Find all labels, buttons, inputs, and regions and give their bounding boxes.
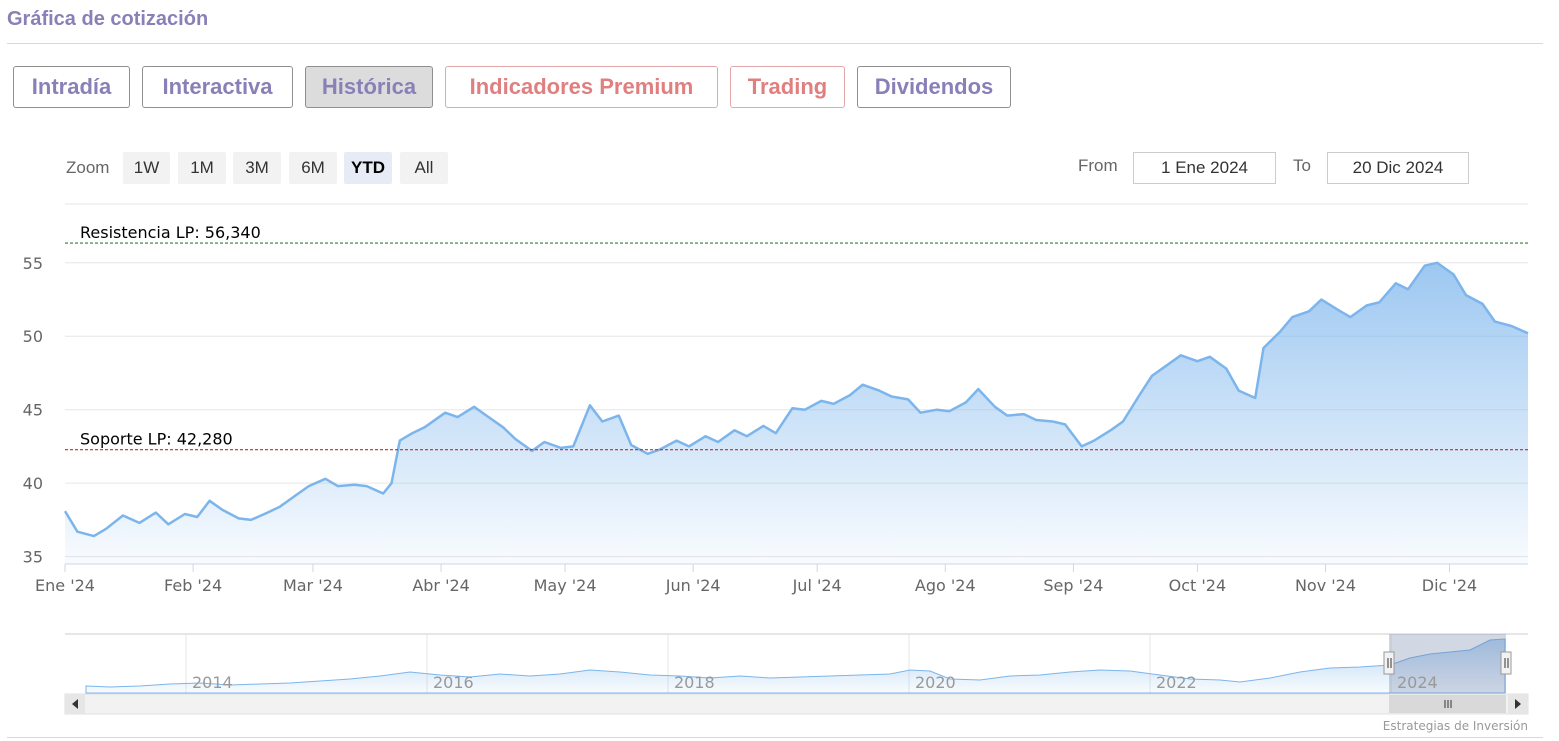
- zoom-label: Zoom: [66, 158, 110, 177]
- tab-historica[interactable]: Histórica: [305, 66, 433, 108]
- resistance-label: Resistencia LP: 56,340: [80, 223, 261, 242]
- x-tick-label: Mar '24: [283, 576, 343, 595]
- navigator-tick-label: 2022: [1156, 673, 1197, 692]
- scrollbar-thumb[interactable]: [1389, 695, 1506, 713]
- x-tick-label: Ene '24: [35, 576, 95, 595]
- navigator-tick-label: 2020: [915, 673, 956, 692]
- page-title: Gráfica de cotización: [7, 8, 209, 30]
- navigator-tick-label: 2018: [674, 673, 715, 692]
- tab-indicadores-premium[interactable]: Indicadores Premium: [445, 66, 718, 108]
- scrollbar[interactable]: [64, 693, 1529, 715]
- x-tick-label: Jun '24: [665, 576, 721, 595]
- support-label: Soporte LP: 42,280: [80, 430, 233, 449]
- navigator-right-handle[interactable]: [1500, 651, 1512, 675]
- x-tick-label: Dic '24: [1422, 576, 1477, 595]
- to-date-input[interactable]: 20 Dic 2024: [1327, 152, 1469, 184]
- zoom-3m-button[interactable]: 3M: [233, 152, 281, 184]
- from-date-input[interactable]: 1 Ene 2024: [1133, 152, 1276, 184]
- y-tick-label: 35: [23, 548, 43, 567]
- y-tick-label: 40: [23, 474, 43, 493]
- from-label: From: [1078, 156, 1118, 175]
- chart-credit: Estrategias de Inversión: [1383, 719, 1528, 733]
- x-tick-label: Nov '24: [1295, 576, 1356, 595]
- navigator-area: [85, 638, 1506, 694]
- navigator-tick-label: 2024: [1397, 673, 1438, 692]
- x-tick-label: Abr '24: [412, 576, 470, 595]
- tab-trading[interactable]: Trading: [730, 66, 845, 108]
- zoom-1m-button[interactable]: 1M: [178, 152, 226, 184]
- x-tick-label: Ago '24: [915, 576, 976, 595]
- navigator[interactable]: 2014 2016 2018 2020 2022 2024: [65, 633, 1528, 694]
- zoom-6m-button[interactable]: 6M: [289, 152, 337, 184]
- scroll-right-button[interactable]: [1508, 694, 1528, 714]
- navigator-tick-label: 2016: [433, 673, 474, 692]
- zoom-all-button[interactable]: All: [400, 152, 448, 184]
- price-area: [65, 262, 1528, 564]
- y-tick-label: 55: [23, 254, 43, 273]
- navigator-left-handle[interactable]: [1383, 651, 1395, 675]
- zoom-ytd-button[interactable]: YTD: [344, 152, 392, 184]
- price-line: [63, 261, 1529, 538]
- navigator-selection[interactable]: [1389, 634, 1506, 693]
- title-divider: [7, 43, 1543, 44]
- y-tick-label: 45: [23, 401, 43, 420]
- tab-intradia[interactable]: Intradía: [13, 66, 130, 108]
- navigator-tick-label: 2014: [192, 673, 233, 692]
- tab-interactiva[interactable]: Interactiva: [142, 66, 293, 108]
- scroll-right-arrow-icon: [1515, 699, 1521, 709]
- x-tick-label: Sep '24: [1043, 576, 1103, 595]
- x-tick-label: Jul '24: [792, 576, 842, 595]
- x-tick-label: Oct '24: [1169, 576, 1227, 595]
- scroll-left-arrow-icon: [72, 699, 78, 709]
- zoom-1w-button[interactable]: 1W: [123, 152, 170, 184]
- x-tick-label: May '24: [534, 576, 597, 595]
- to-label: To: [1293, 156, 1311, 175]
- x-tick-label: Feb '24: [164, 576, 222, 595]
- y-tick-label: 50: [23, 327, 43, 346]
- tab-dividendos[interactable]: Dividendos: [857, 66, 1011, 108]
- footer-divider: [7, 737, 1543, 738]
- scroll-left-button[interactable]: [65, 694, 85, 714]
